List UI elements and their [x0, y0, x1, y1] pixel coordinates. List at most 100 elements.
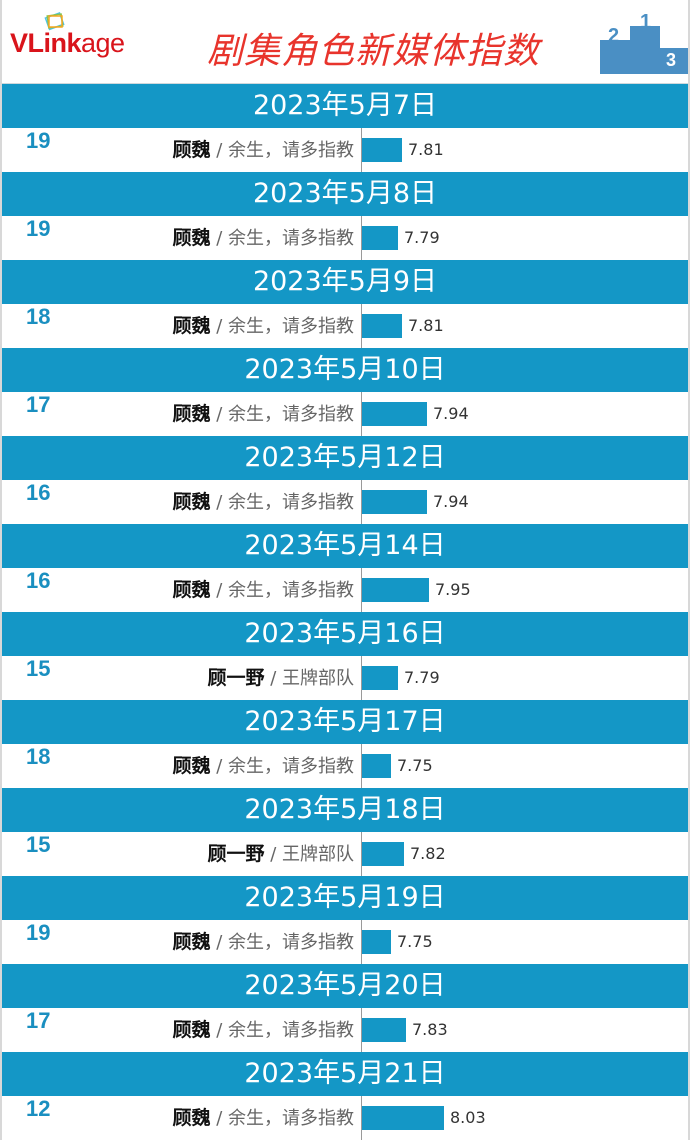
divider — [361, 656, 362, 700]
rank: 18 — [26, 304, 51, 329]
character-show: 顾魏 / 余生，请多指教 — [172, 227, 354, 249]
divider — [361, 832, 362, 876]
date-header: 2023年5月8日 — [2, 172, 688, 216]
index-value: 7.82 — [410, 844, 446, 863]
rank: 19 — [26, 216, 51, 241]
index-bar — [362, 930, 391, 954]
index-value: 7.94 — [433, 492, 469, 511]
index-value: 7.83 — [412, 1020, 448, 1039]
rank: 12 — [26, 1096, 51, 1121]
date-header: 2023年5月21日 — [2, 1052, 688, 1096]
show-name: 余生，请多指教 — [228, 932, 354, 953]
character-show: 顾魏 / 余生，请多指教 — [172, 491, 354, 513]
table-row: 19 顾魏 / 余生，请多指教 7.81 — [2, 128, 688, 172]
date-header: 2023年5月16日 — [2, 612, 688, 656]
show-name: 余生，请多指教 — [228, 1020, 354, 1041]
table-row: 18 顾魏 / 余生，请多指教 7.75 — [2, 744, 688, 788]
character-name: 顾魏 — [172, 579, 211, 601]
character-name: 顾一野 — [207, 843, 265, 865]
show-name: 余生，请多指教 — [228, 580, 354, 601]
index-bar — [362, 138, 402, 162]
divider — [361, 1008, 362, 1052]
table-row: 15 顾一野 / 王牌部队 7.79 — [2, 656, 688, 700]
date-header: 2023年5月17日 — [2, 700, 688, 744]
character-name: 顾一野 — [207, 667, 265, 689]
index-bar — [362, 578, 429, 602]
date-header: 2023年5月14日 — [2, 524, 688, 568]
character-show: 顾魏 / 余生，请多指教 — [172, 403, 354, 425]
rank: 17 — [26, 1008, 51, 1033]
show-name: 余生，请多指教 — [228, 492, 354, 513]
table-row: 16 顾魏 / 余生，请多指教 7.94 — [2, 480, 688, 524]
index-bar — [362, 490, 427, 514]
index-value: 7.75 — [397, 756, 433, 775]
date-header: 2023年5月19日 — [2, 876, 688, 920]
divider — [361, 128, 362, 172]
index-value: 7.81 — [408, 140, 444, 159]
index-bar — [362, 754, 391, 778]
rank: 16 — [26, 568, 51, 593]
index-bar — [362, 402, 427, 426]
character-show: 顾魏 / 余生，请多指教 — [172, 755, 354, 777]
date-header: 2023年5月20日 — [2, 964, 688, 1008]
table-row: 19 顾魏 / 余生，请多指教 7.75 — [2, 920, 688, 964]
index-value: 7.79 — [404, 228, 440, 247]
logo: VLinkage — [10, 28, 125, 58]
rank: 15 — [26, 832, 51, 857]
rank: 19 — [26, 128, 51, 153]
date-header: 2023年5月9日 — [2, 260, 688, 304]
podium-icon: 2 1 3 — [600, 11, 688, 74]
table-row: 16 顾魏 / 余生，请多指教 7.95 — [2, 568, 688, 612]
index-bar — [362, 314, 402, 338]
logo-mark-icon — [44, 12, 65, 31]
index-value: 7.94 — [433, 404, 469, 423]
date-header: 2023年5月10日 — [2, 348, 688, 392]
character-show: 顾魏 / 余生，请多指教 — [172, 931, 354, 953]
svg-text:3: 3 — [666, 50, 676, 70]
show-name: 余生，请多指教 — [228, 316, 354, 337]
table-row: 17 顾魏 / 余生，请多指教 7.94 — [2, 392, 688, 436]
divider — [361, 920, 362, 964]
divider — [361, 568, 362, 612]
rank: 16 — [26, 480, 51, 505]
divider — [361, 392, 362, 436]
character-name: 顾魏 — [172, 139, 211, 161]
divider — [361, 304, 362, 348]
show-name: 王牌部队 — [282, 668, 354, 689]
rank: 15 — [26, 656, 51, 681]
index-value: 8.03 — [450, 1108, 486, 1127]
character-show: 顾一野 / 王牌部队 — [207, 843, 354, 865]
character-show: 顾魏 / 余生，请多指教 — [172, 315, 354, 337]
character-name: 顾魏 — [172, 755, 211, 777]
rank: 19 — [26, 920, 51, 945]
ranking-list: 2023年5月7日 19 顾魏 / 余生，请多指教 7.81 2023年5月8日… — [2, 84, 688, 1140]
show-name: 余生，请多指教 — [228, 228, 354, 249]
svg-text:2: 2 — [608, 25, 619, 47]
character-name: 顾魏 — [172, 931, 211, 953]
show-name: 余生，请多指教 — [228, 404, 354, 425]
date-header: 2023年5月18日 — [2, 788, 688, 832]
index-bar — [362, 226, 398, 250]
character-name: 顾魏 — [172, 1019, 211, 1041]
divider — [361, 216, 362, 260]
table-row: 18 顾魏 / 余生，请多指教 7.81 — [2, 304, 688, 348]
table-row: 19 顾魏 / 余生，请多指教 7.79 — [2, 216, 688, 260]
divider — [361, 744, 362, 788]
character-show: 顾魏 / 余生，请多指教 — [172, 1019, 354, 1041]
character-name: 顾魏 — [172, 315, 211, 337]
character-show: 顾一野 / 王牌部队 — [207, 667, 354, 689]
character-name: 顾魏 — [172, 403, 211, 425]
date-header: 2023年5月7日 — [2, 84, 688, 128]
character-show: 顾魏 / 余生，请多指教 — [172, 1107, 354, 1129]
header: VLinkage 剧集角色新媒体指数 2 1 3 — [2, 0, 688, 84]
page-title: 剧集角色新媒体指数 — [207, 31, 541, 72]
show-name: 余生，请多指教 — [228, 756, 354, 777]
rank: 18 — [26, 744, 51, 769]
show-name: 王牌部队 — [282, 844, 354, 865]
rank: 17 — [26, 392, 51, 417]
index-bar — [362, 842, 404, 866]
show-name: 余生，请多指教 — [228, 140, 354, 161]
index-value: 7.81 — [408, 316, 444, 335]
index-bar — [362, 1106, 444, 1130]
